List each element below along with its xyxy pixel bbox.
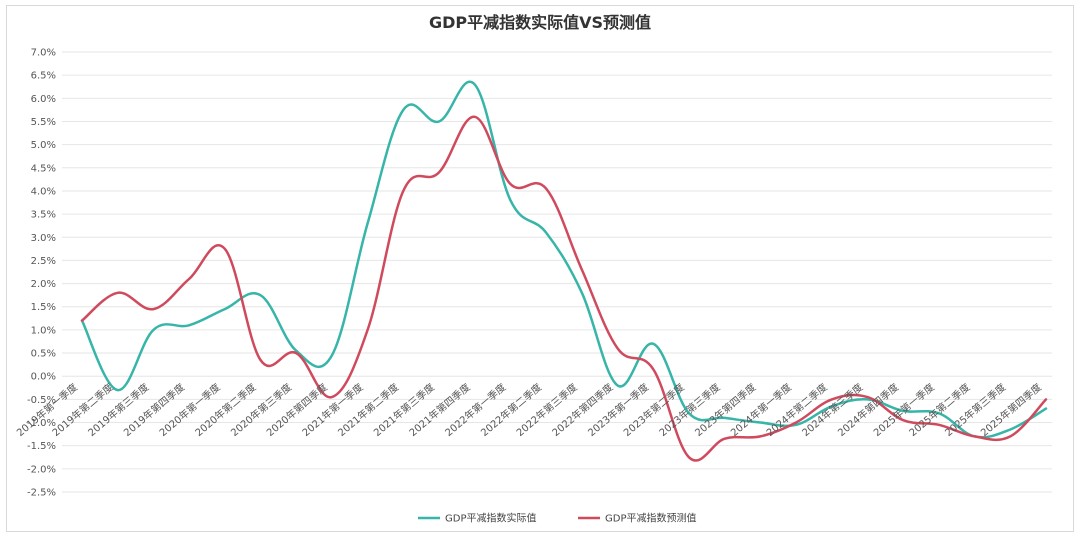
x-tick-label: 2019年第四季度	[121, 381, 187, 439]
chart-title: GDP平减指数实际值VS预测值	[429, 13, 651, 32]
y-tick-label: -1.0%	[27, 418, 56, 429]
x-tick-label: 2024年第三季度	[799, 381, 865, 439]
legend-item-1: GDP平减指数实际值	[418, 512, 536, 525]
x-tick-label: 2025年第三季度	[942, 381, 1008, 439]
y-tick-label: -2.5%	[27, 488, 56, 499]
y-tick-label: 3.5%	[31, 210, 56, 221]
x-tick-label: 2022年第三季度	[514, 381, 580, 439]
y-tick-label: 6.0%	[31, 94, 56, 105]
y-tick-label: -2.0%	[27, 464, 56, 475]
y-tick-label: 4.5%	[31, 163, 56, 174]
x-tick-label: 2024年第二季度	[764, 381, 830, 439]
y-tick-label: 3.0%	[31, 233, 56, 244]
legend-label: GDP平减指数预测值	[605, 512, 696, 525]
x-tick-label: 2020年第一季度	[157, 381, 223, 439]
x-axis-tick-labels: 2019年第一季度2019年第二季度2019年第三季度2019年第四季度2020…	[14, 381, 1044, 439]
y-tick-label: -0.5%	[27, 395, 56, 406]
y-tick-label: 0.0%	[31, 372, 56, 383]
legend: GDP平减指数实际值 GDP平减指数预测值	[418, 512, 696, 525]
x-tick-label: 2019年第二季度	[49, 381, 115, 439]
x-tick-label: 2019年第一季度	[14, 381, 80, 439]
y-tick-label: 6.5%	[31, 71, 56, 82]
x-tick-label: 2021年第三季度	[371, 381, 437, 439]
y-tick-label: 5.0%	[31, 140, 56, 151]
x-tick-label: 2021年第一季度	[299, 381, 365, 439]
chart-frame	[6, 5, 1074, 532]
y-tick-label: 5.5%	[31, 117, 56, 128]
y-tick-label: 1.5%	[31, 302, 56, 313]
x-tick-label: 2022年第二季度	[478, 381, 544, 439]
x-tick-label: 2020年第三季度	[228, 381, 294, 439]
series-line-1	[80, 80, 1048, 439]
y-axis-tick-labels: 7.0% 6.5% 6.0% 5.5% 5.0% 4.5% 4.0% 3.5% 3.0% 2.5%…	[27, 48, 56, 499]
x-tick-label: 2021年第二季度	[335, 381, 401, 439]
x-tick-label: 2024年第四季度	[835, 381, 901, 439]
legend-item-2: GDP平减指数预测值	[578, 512, 696, 525]
x-tick-label: 2022年第四季度	[549, 381, 615, 439]
x-tick-label: 2022年第一季度	[442, 381, 508, 439]
y-tick-label: 7.0%	[31, 48, 56, 59]
y-tick-label: 2.5%	[31, 256, 56, 267]
x-tick-label: 2020年第四季度	[264, 381, 330, 439]
y-tick-label: 0.5%	[31, 349, 56, 360]
legend-label: GDP平减指数实际值	[445, 512, 536, 525]
x-tick-label: 2025年第一季度	[871, 381, 937, 439]
x-tick-label: 2024年第一季度	[728, 381, 794, 439]
series-line-2	[80, 115, 1048, 462]
y-tick-label: 4.0%	[31, 186, 56, 197]
x-tick-label: 2021年第四季度	[407, 381, 473, 439]
y-tick-label: 2.0%	[31, 279, 56, 290]
x-tick-label: 2023年第一季度	[585, 381, 651, 439]
gridlines	[62, 51, 1052, 493]
series-lines	[80, 80, 1048, 462]
y-tick-label: 1.0%	[31, 325, 56, 336]
x-tick-label: 2023年第四季度	[692, 381, 758, 439]
y-tick-label: -1.5%	[27, 441, 56, 452]
x-tick-label: 2023年第三季度	[656, 381, 722, 439]
x-tick-label: 2020年第二季度	[192, 381, 258, 439]
